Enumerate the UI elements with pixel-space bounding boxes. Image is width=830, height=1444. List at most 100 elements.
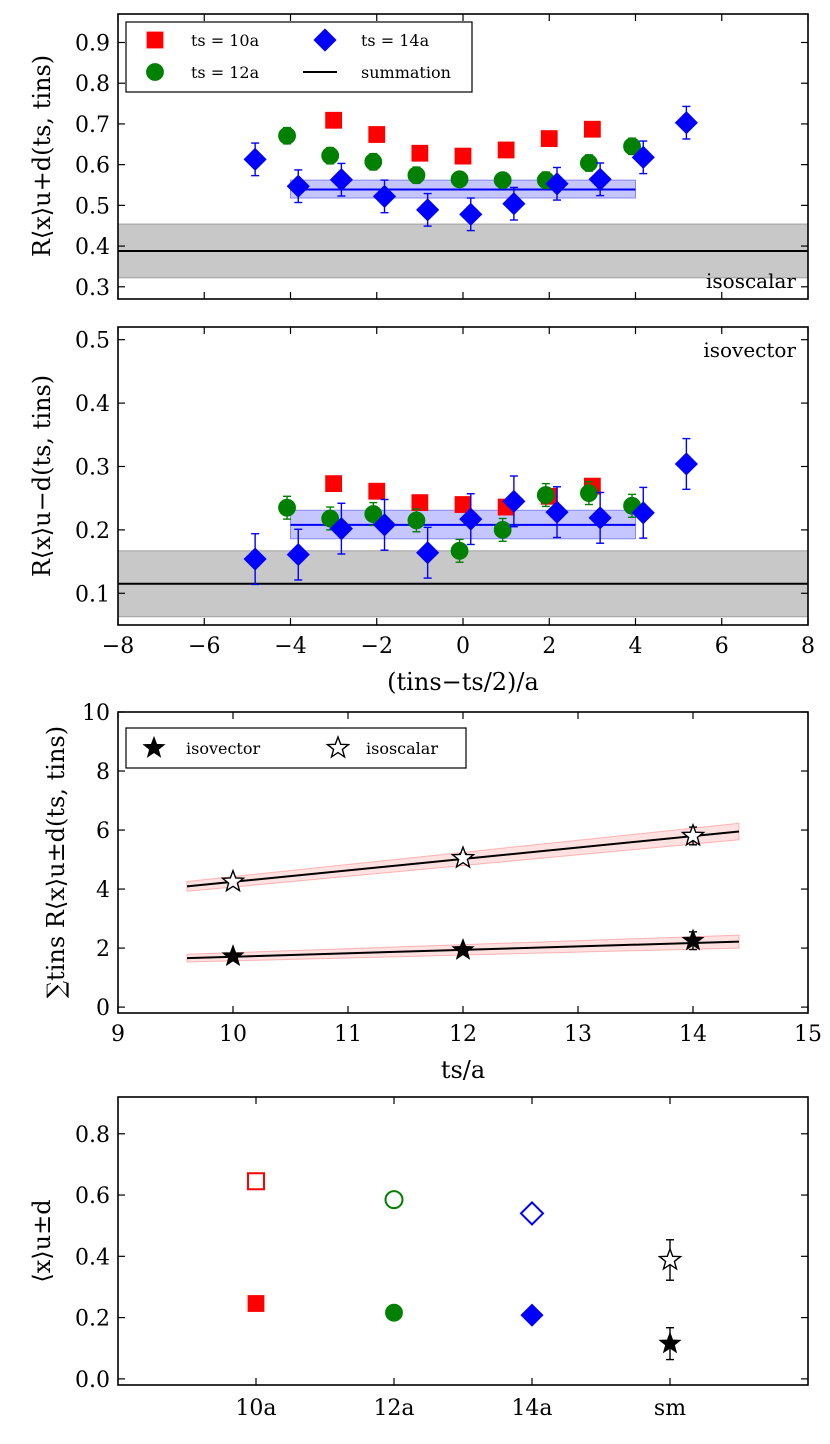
data-point [520, 1303, 544, 1327]
series-diamond [243, 105, 698, 232]
legend-label: summation [361, 63, 451, 82]
data-point [502, 489, 526, 513]
y-tick-label: 0.3 [75, 455, 110, 480]
series-isovector [247, 1295, 682, 1361]
data-point [321, 509, 340, 528]
data-point [325, 111, 343, 129]
y-tick-label: 0.8 [75, 72, 110, 97]
data-point [278, 498, 296, 517]
panel-annotation: isoscalar [706, 269, 796, 293]
y-axis-label-text: R⟨x⟩u−d(ts, tins) [28, 375, 56, 577]
y-axis-label: ⟨x⟩u±d [28, 1199, 56, 1282]
x-tick-label: 14a [511, 1396, 552, 1421]
y-tick-label: 0.8 [75, 1123, 110, 1148]
data-point [454, 147, 472, 165]
y-axis-label: R⟨x⟩u−d(ts, tins) [28, 375, 56, 577]
x-tick-label: 10 [219, 1022, 247, 1047]
x-tick-label: 12a [373, 1396, 414, 1421]
x-tick-label: −4 [274, 634, 306, 659]
x-tick-label: 13 [564, 1022, 592, 1047]
legend-marker [142, 735, 166, 758]
data-point [372, 513, 397, 537]
y-tick-label: 0 [96, 996, 110, 1021]
data-point [372, 184, 397, 208]
legend-marker [313, 28, 337, 52]
data-point [321, 146, 340, 165]
panel-summation: 0 2 4 6 8 10 9 10 11 12 13 14 15 isovector isoscalar [82, 701, 822, 1047]
x-tick-label: 10a [235, 1396, 276, 1421]
data-point [588, 506, 612, 530]
data-point [325, 475, 343, 493]
x-axis-label: (tins−ts/2)/a [387, 668, 539, 696]
legend-box [125, 727, 467, 769]
legend: isovector isoscalar [125, 727, 467, 769]
data-point [459, 202, 483, 226]
legend-label: ts = 10a [191, 31, 260, 50]
axes-frame [117, 1096, 809, 1386]
x-tick-label: 14 [679, 1022, 707, 1047]
data-point [583, 120, 601, 138]
data-point [588, 167, 612, 191]
data-point [451, 937, 475, 960]
x-tick-label: 11 [334, 1022, 362, 1047]
data-point [416, 541, 440, 565]
data-point [674, 111, 698, 135]
legend-marker [146, 31, 164, 49]
y-axis-label-text: ∑tins R⟨x⟩u±d(ts, tins) [42, 726, 70, 998]
y-tick-label: 8 [96, 760, 110, 785]
y-tick-label: 0.1 [75, 582, 110, 607]
data-point [364, 505, 383, 523]
x-tick-label: −8 [102, 634, 134, 659]
series-square [325, 111, 601, 165]
legend-marker [146, 63, 164, 81]
data-point [368, 482, 386, 500]
x-tick-label: 6 [715, 634, 729, 659]
series-star-filled [221, 928, 705, 967]
y-tick-label: 0.2 [75, 519, 110, 544]
y-tick-label: 0.5 [75, 329, 110, 354]
data-point [450, 541, 469, 560]
data-point [384, 1190, 404, 1210]
data-point [329, 517, 353, 541]
data-point [674, 452, 698, 476]
data-point [497, 141, 515, 159]
series-star-open [220, 822, 706, 893]
y-axis-label-text: R⟨x⟩u+d(ts, tins) [28, 55, 56, 257]
y-tick-label: 0.7 [75, 113, 110, 138]
data-point [459, 507, 483, 531]
y-axis-label: ∑tins R⟨x⟩u±d(ts, tins) [42, 726, 70, 998]
data-point [364, 152, 383, 171]
data-point [278, 126, 296, 145]
data-point [536, 486, 555, 504]
data-point [247, 1295, 265, 1312]
series-diamond [243, 437, 698, 586]
x-tick-label: 2 [542, 634, 556, 659]
panel-isoscalar: 0.3 0.4 0.5 0.6 0.7 0.8 0.9 isoscalar [75, 13, 809, 301]
x-tick-label: 8 [801, 634, 815, 659]
x-tick-label: 0 [456, 634, 470, 659]
data-point [502, 192, 526, 216]
data-point [220, 868, 246, 893]
y-axis-label-text: ⟨x⟩u±d [28, 1199, 56, 1282]
data-point [580, 154, 598, 172]
x-tick-label: 4 [629, 634, 643, 659]
data-point [221, 944, 245, 967]
legend-label: isoscalar [366, 739, 438, 758]
data-point [493, 171, 512, 190]
x-tick-label: sm [654, 1396, 686, 1421]
y-tick-label: 0.6 [75, 154, 110, 179]
y-tick-label: 0.0 [75, 1368, 110, 1393]
data-point [631, 145, 655, 169]
legend-label: ts = 14a [361, 31, 430, 50]
y-tick-label: 0.4 [75, 1245, 110, 1270]
data-point [681, 928, 705, 951]
data-point [540, 130, 558, 147]
x-tick-label: 9 [111, 1022, 125, 1047]
y-tick-label: 0.5 [75, 194, 110, 219]
panel-comparison: 0.0 0.2 0.4 0.6 0.8 10a 12a 14a sm [75, 1096, 809, 1421]
data-point [385, 1303, 403, 1322]
panel-isovector: 0.1 0.2 0.3 0.4 0.5 −8 −6 −4 −2 0 2 4 6 8 isovector [75, 326, 815, 659]
data-point [545, 172, 569, 196]
data-point [580, 484, 598, 503]
